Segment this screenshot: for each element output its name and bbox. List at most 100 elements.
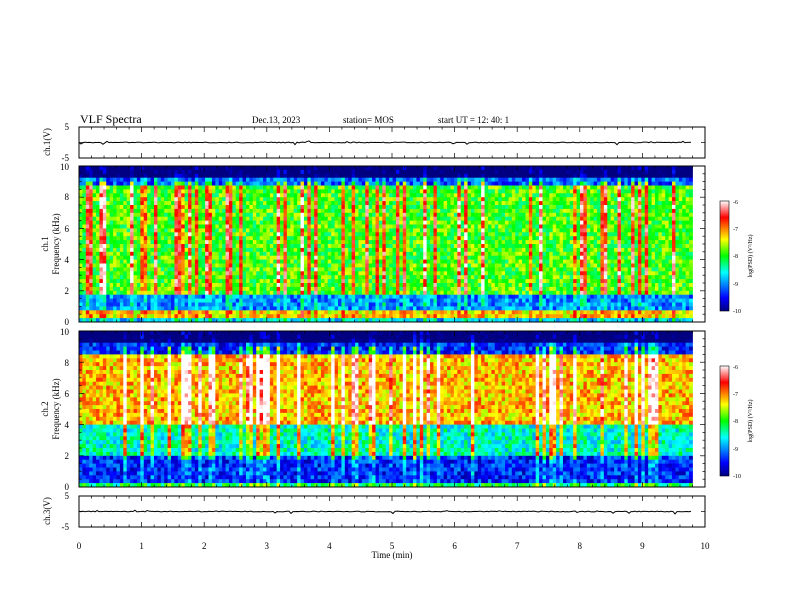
- spectrogram-cell: [300, 306, 305, 311]
- spectrogram-cell: [440, 259, 445, 264]
- spectrogram-cell: [177, 189, 182, 194]
- spectrogram-cell: [406, 286, 410, 292]
- spectrogram-cell: [252, 224, 257, 229]
- spectrogram-cell: [368, 318, 373, 323]
- spectrogram-cell: [96, 193, 100, 198]
- spectrogram-cell: [232, 267, 237, 272]
- spectrogram-cell: [447, 267, 451, 272]
- spectrogram-cell: [334, 228, 339, 233]
- spectrogram-cell: [194, 197, 199, 202]
- spectrogram-cell: [406, 259, 410, 264]
- spectrogram-cell: [447, 189, 451, 194]
- spectrogram-cell: [498, 306, 503, 311]
- spectrogram-cell: [119, 302, 124, 307]
- spectrogram-cell: [99, 240, 104, 245]
- spectrogram-cell: [464, 271, 468, 276]
- spectrogram-cell: [194, 244, 199, 249]
- spectrogram-cell: [116, 216, 121, 221]
- spectrogram-cell: [174, 189, 179, 194]
- spectrogram-cell: [361, 294, 366, 299]
- spectrogram-cell: [372, 201, 376, 206]
- spectrogram-cell: [96, 294, 100, 299]
- spectrogram-cell: [399, 318, 404, 323]
- spectrogram-cell: [290, 205, 295, 210]
- spectrogram-cell: [395, 216, 400, 221]
- station-label: station= MOS: [343, 115, 394, 125]
- spectrogram-cell: [413, 224, 417, 229]
- spectrogram-cell: [344, 283, 349, 288]
- spectrogram-cell: [130, 290, 134, 296]
- spectrogram-cell: [106, 220, 111, 225]
- spectrogram-cell: [327, 224, 332, 229]
- spectrogram-cell: [188, 228, 192, 233]
- spectrogram-cell: [256, 220, 261, 225]
- spectrogram-cell: [208, 197, 213, 202]
- spectrogram-cell: [470, 247, 475, 253]
- spectrogram-cell: [406, 205, 410, 210]
- spectrogram-cell: [116, 267, 121, 272]
- spectrogram-cell: [235, 263, 240, 268]
- spectrogram-cell: [79, 298, 83, 303]
- spectrogram-cell: [143, 232, 148, 237]
- spectrogram-cell: [201, 263, 206, 268]
- spectrogram-cell: [348, 244, 353, 249]
- spectrogram-cell: [136, 193, 141, 198]
- spectrogram-cell: [293, 244, 298, 249]
- spectrogram-cell: [433, 279, 438, 284]
- spectrogram-cell: [123, 306, 128, 311]
- spectrogram-cell: [433, 306, 438, 311]
- spectrogram-cell: [419, 255, 424, 260]
- spectrogram-cell: [331, 173, 336, 179]
- spectrogram-cell: [191, 220, 196, 225]
- spectrogram-cell: [133, 275, 138, 280]
- spectrogram-cell: [157, 279, 162, 284]
- spectrogram-cell: [191, 181, 196, 186]
- spectrogram-cell: [181, 228, 186, 233]
- spectrogram-cell: [416, 306, 421, 311]
- spectrogram-cell: [99, 181, 104, 186]
- spectrogram-cell: [423, 279, 428, 284]
- spectrogram-cell: [334, 247, 339, 253]
- spectrogram-cell: [423, 306, 428, 311]
- spectrogram-cell: [300, 177, 305, 182]
- spectrogram-cell: [419, 294, 424, 299]
- spectrogram-cell: [457, 310, 462, 315]
- spectrogram-cell: [327, 306, 332, 311]
- spectrogram-cell: [365, 212, 370, 218]
- spectrogram-cell: [164, 275, 169, 280]
- spectrogram-cell: [324, 173, 329, 179]
- spectrogram-cell: [419, 275, 424, 280]
- spectrogram-cell: [153, 314, 158, 319]
- spectrogram-cell: [416, 224, 421, 229]
- spectrogram-cell: [96, 271, 100, 276]
- spectrogram-cell: [406, 314, 410, 319]
- spectrogram-cell: [85, 166, 90, 171]
- spectrogram-cell: [205, 185, 209, 190]
- spectrogram-cell: [82, 236, 87, 241]
- spectrogram-cell: [181, 318, 186, 323]
- spectrogram-cell: [228, 298, 233, 303]
- spectrogram-cell: [126, 302, 131, 307]
- spectrogram-cell: [188, 283, 192, 288]
- spectrogram-cell: [286, 236, 291, 241]
- spectrogram-cell: [416, 181, 421, 186]
- spectrogram-cell: [259, 263, 264, 268]
- spectrogram-cell: [327, 314, 332, 319]
- spectrogram-cell: [235, 318, 240, 323]
- spectrogram-cell: [92, 177, 97, 182]
- spectrogram-cell: [450, 185, 455, 190]
- spectrogram-cell: [130, 251, 134, 257]
- spectrogram-cell: [160, 166, 165, 171]
- spectrogram-cell: [201, 251, 206, 257]
- spectrogram-cell: [177, 224, 182, 229]
- spectrogram-cell: [246, 318, 250, 323]
- spectrogram-cell: [436, 201, 441, 206]
- spectrogram-cell: [232, 306, 237, 311]
- spectrogram-cell: [133, 255, 138, 260]
- spectrogram-cell: [395, 314, 400, 319]
- spectrogram-cell: [297, 247, 301, 253]
- spectrogram-cell: [447, 173, 451, 179]
- spectrogram-cell: [389, 224, 393, 229]
- spectrogram-cell: [457, 216, 462, 221]
- spectrogram-cell: [140, 298, 145, 303]
